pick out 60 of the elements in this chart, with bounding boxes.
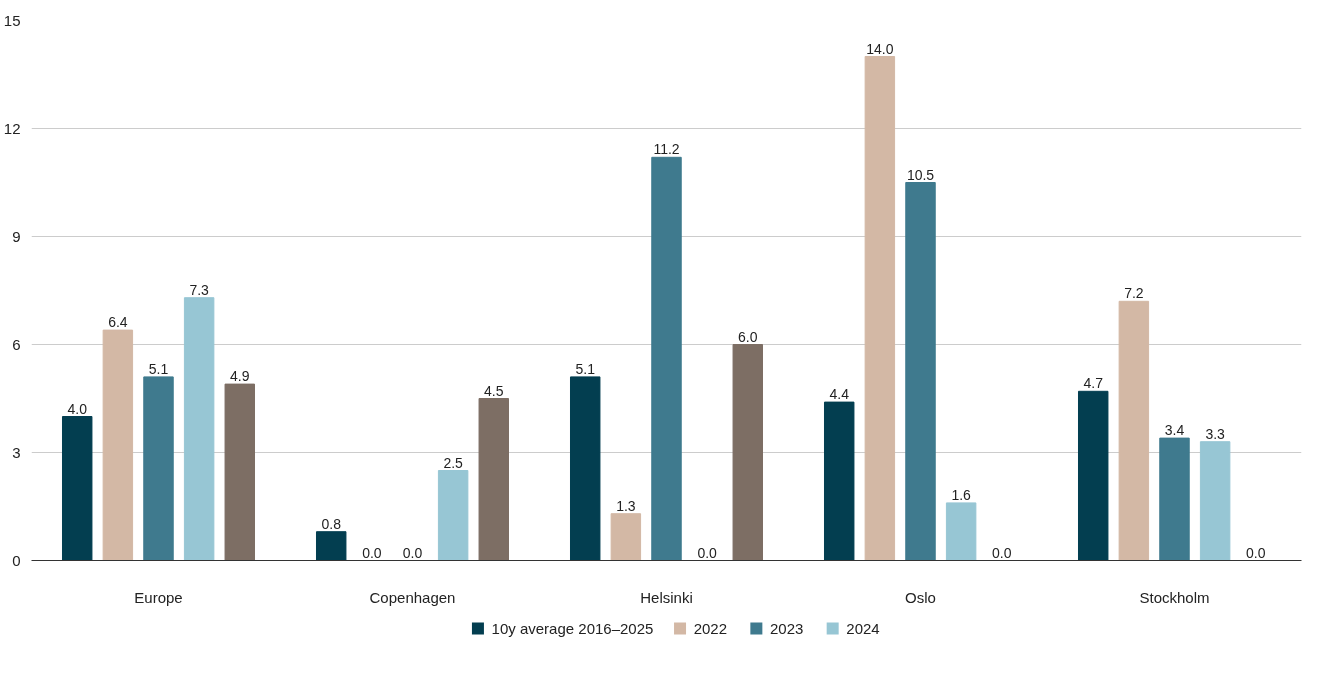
data-label: 1.3 <box>616 497 636 514</box>
bar <box>437 470 469 561</box>
bar <box>224 383 256 561</box>
data-label: 6.0 <box>738 328 758 345</box>
bar <box>945 502 977 561</box>
x-tick-label: Helsinki <box>640 588 693 606</box>
data-label: 4.4 <box>829 386 850 403</box>
legend-label: 2022 <box>693 619 728 637</box>
data-label: 3.4 <box>1164 422 1185 439</box>
data-label: 7.2 <box>1124 285 1144 302</box>
y-tick-label: 0 <box>12 551 21 569</box>
data-label: 7.3 <box>189 281 210 298</box>
data-label: 0.8 <box>321 515 342 532</box>
bar <box>1118 300 1150 561</box>
x-tick-label: Europe <box>134 588 183 606</box>
data-label: 4.0 <box>67 400 88 417</box>
bar <box>143 376 174 561</box>
data-label: 0.0 <box>362 544 382 561</box>
bar <box>183 297 215 561</box>
y-tick-label: 3 <box>12 443 21 461</box>
data-label: 3.3 <box>1205 425 1226 442</box>
bar <box>478 398 510 561</box>
data-label: 11.2 <box>653 141 680 158</box>
bar <box>651 156 682 561</box>
bar <box>1077 390 1109 561</box>
bar <box>610 513 642 561</box>
data-label: 4.7 <box>1083 375 1104 392</box>
bar <box>905 182 936 561</box>
bar <box>315 531 347 561</box>
x-tick-label: Copenhagen <box>369 588 456 606</box>
data-label: 0.0 <box>402 544 423 561</box>
data-label: 14.0 <box>866 40 894 57</box>
y-tick-label: 12 <box>3 119 21 137</box>
data-label: 0.0 <box>1246 544 1266 561</box>
data-label: 10.5 <box>906 166 935 183</box>
data-label: 6.4 <box>108 314 128 331</box>
bar <box>61 416 93 561</box>
bar <box>102 329 134 561</box>
bar <box>569 376 601 561</box>
data-label: 2.5 <box>443 454 464 471</box>
bar <box>732 344 764 561</box>
y-tick-label: 6 <box>12 335 21 353</box>
legend-label: 2024 <box>846 619 880 637</box>
data-label: 5.1 <box>148 360 169 377</box>
bar <box>823 401 855 561</box>
data-label: 5.1 <box>575 360 596 377</box>
bar <box>1159 437 1190 561</box>
data-label: 4.5 <box>484 382 504 399</box>
y-tick-label: 9 <box>12 227 21 245</box>
y-tick-label: 15 <box>3 11 21 29</box>
legend-label: 2023 <box>769 619 804 637</box>
legend-label: 10y average 2016–2025 <box>491 620 654 637</box>
x-tick-label: Oslo <box>905 588 936 606</box>
data-label: 0.0 <box>992 544 1012 561</box>
x-tick-label: Stockholm <box>1139 588 1210 606</box>
bar <box>864 56 896 561</box>
data-label: 1.6 <box>951 486 972 503</box>
bar <box>1199 441 1231 561</box>
data-label: 4.9 <box>230 368 250 385</box>
data-label: 0.0 <box>697 544 718 561</box>
